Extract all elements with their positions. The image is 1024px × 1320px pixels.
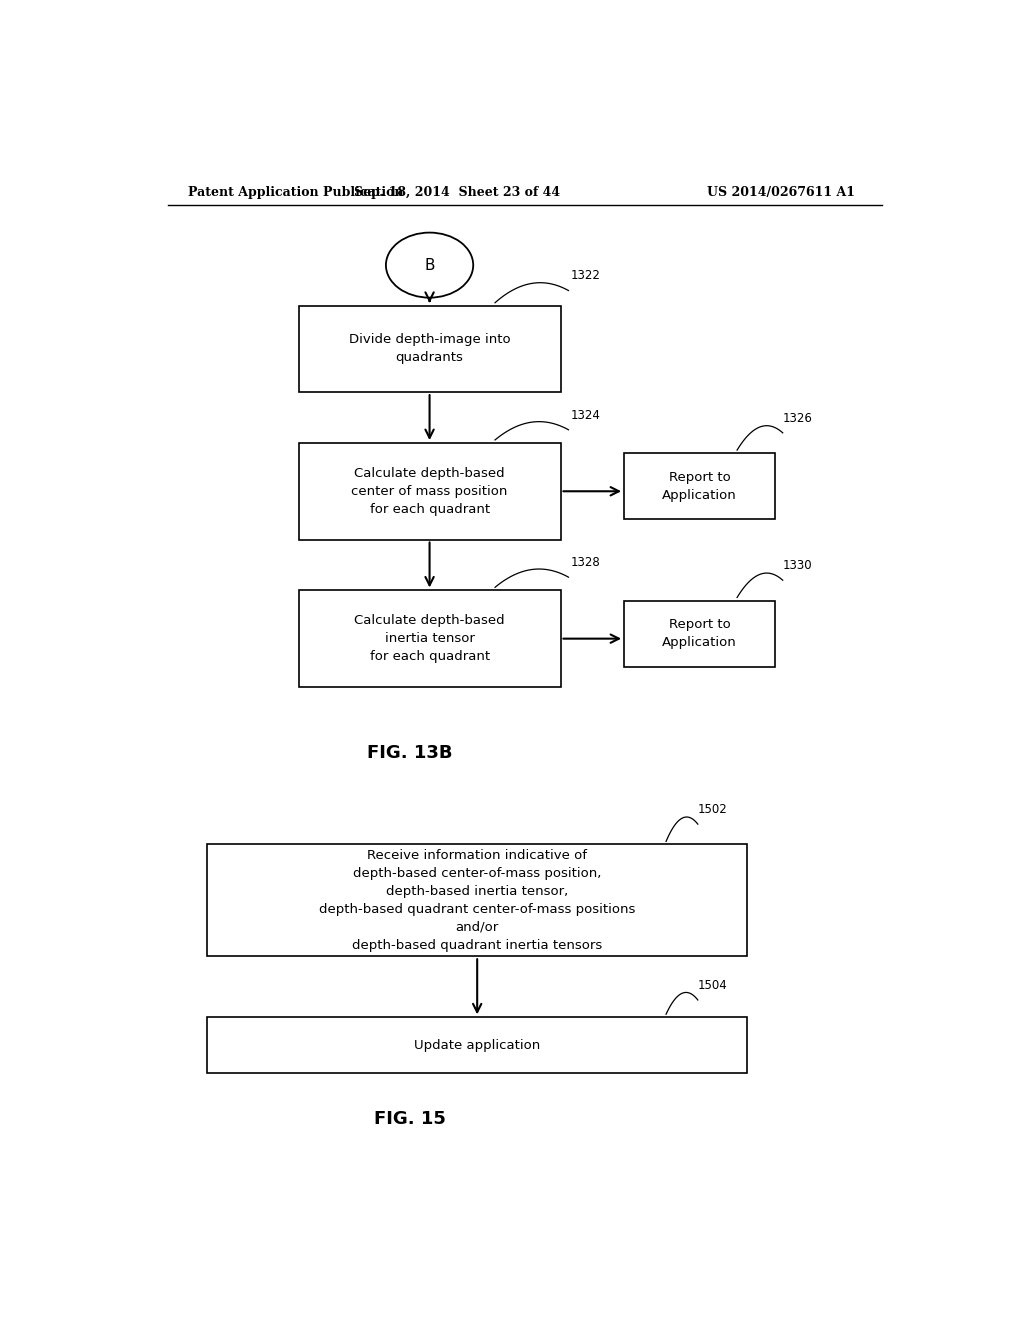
FancyBboxPatch shape bbox=[207, 1018, 748, 1073]
Text: Calculate depth-based
inertia tensor
for each quadrant: Calculate depth-based inertia tensor for… bbox=[354, 614, 505, 663]
Text: FIG. 15: FIG. 15 bbox=[374, 1110, 445, 1127]
Text: US 2014/0267611 A1: US 2014/0267611 A1 bbox=[708, 186, 855, 199]
Text: Divide depth-image into
quadrants: Divide depth-image into quadrants bbox=[349, 334, 510, 364]
Text: 1328: 1328 bbox=[570, 556, 601, 569]
Text: 1504: 1504 bbox=[697, 979, 728, 991]
Text: 1502: 1502 bbox=[697, 803, 728, 816]
Text: 1324: 1324 bbox=[570, 409, 601, 421]
FancyBboxPatch shape bbox=[299, 444, 560, 540]
Text: Report to
Application: Report to Application bbox=[663, 618, 736, 649]
Text: 1326: 1326 bbox=[782, 412, 813, 425]
Text: FIG. 13B: FIG. 13B bbox=[367, 744, 453, 762]
Text: Update application: Update application bbox=[414, 1039, 541, 1052]
FancyBboxPatch shape bbox=[299, 590, 560, 686]
Text: 1330: 1330 bbox=[782, 560, 812, 572]
FancyBboxPatch shape bbox=[207, 845, 748, 956]
Text: Calculate depth-based
center of mass position
for each quadrant: Calculate depth-based center of mass pos… bbox=[351, 467, 508, 516]
Text: Sep. 18, 2014  Sheet 23 of 44: Sep. 18, 2014 Sheet 23 of 44 bbox=[354, 186, 560, 199]
FancyBboxPatch shape bbox=[624, 453, 775, 519]
Text: Report to
Application: Report to Application bbox=[663, 471, 736, 502]
Text: Receive information indicative of
depth-based center-of-mass position,
depth-bas: Receive information indicative of depth-… bbox=[319, 849, 635, 952]
FancyBboxPatch shape bbox=[299, 306, 560, 392]
Text: 1322: 1322 bbox=[570, 269, 601, 282]
Text: B: B bbox=[424, 257, 435, 273]
Text: Patent Application Publication: Patent Application Publication bbox=[187, 186, 403, 199]
FancyBboxPatch shape bbox=[624, 601, 775, 667]
